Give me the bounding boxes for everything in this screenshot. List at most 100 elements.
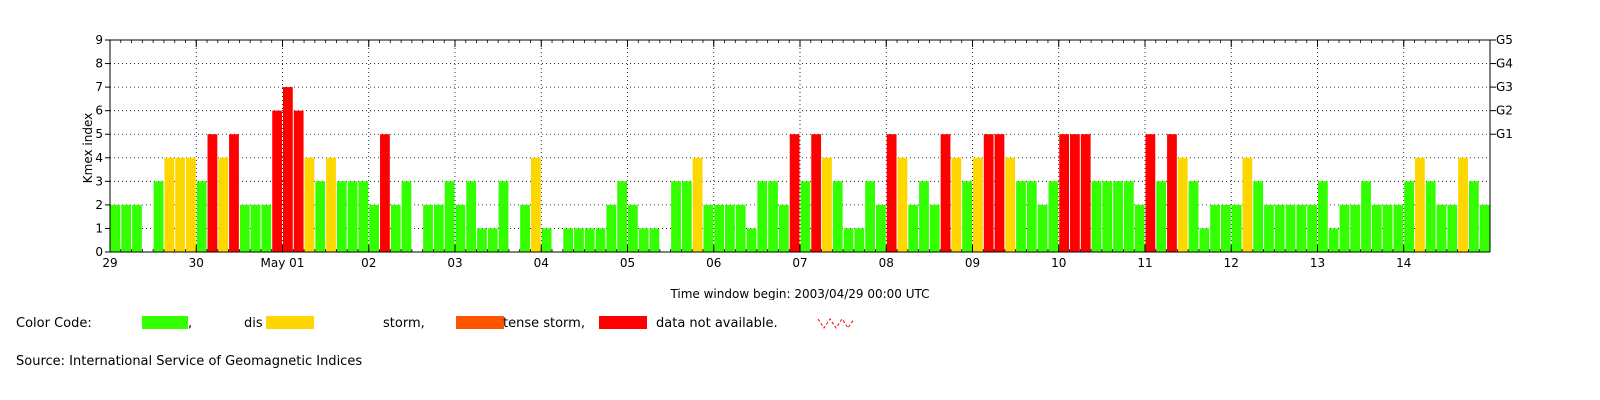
bar [1393,204,1404,252]
bar [595,228,606,252]
bar [1070,134,1080,252]
bar [1296,204,1307,252]
bar [433,204,444,252]
x-tick-label: 07 [792,256,807,270]
x-tick-label: 10 [1051,256,1066,270]
bar [229,134,239,252]
bar [1458,157,1468,252]
bar [444,181,455,252]
bar [304,157,315,252]
y-tick-label: 5 [95,127,103,141]
source-note: Source: International Service of Geomagn… [16,354,363,369]
y-tick-label: 1 [95,221,103,235]
x-tick-label: 06 [706,256,721,270]
bar [940,134,951,252]
g-scale-label: G2 [1496,104,1513,118]
y-axis-label: Kmex index [81,113,95,183]
bar [1371,204,1382,252]
bar [207,134,218,252]
bar [315,181,326,252]
bar [800,181,811,252]
x-tick-label: 14 [1396,256,1411,270]
bar [336,181,347,252]
bar [1005,157,1016,252]
bar [1382,204,1393,252]
bar [423,204,433,252]
legend-swatch-disturbed [266,316,314,329]
bar [1307,204,1317,252]
bar [617,181,627,252]
legend-text-not-available: data not available. [656,316,778,331]
bar [574,228,584,252]
bar [584,228,595,252]
bar [1156,181,1167,252]
bar [638,228,649,252]
bar [606,204,617,252]
bar [455,204,466,252]
bar [530,157,541,252]
bar [369,204,380,252]
bar [477,228,487,252]
bar [994,134,1005,252]
bar [843,228,854,252]
bar [919,181,929,252]
x-tick-label: 12 [1224,256,1239,270]
bar [293,110,304,253]
g-scale-label: G4 [1496,57,1513,71]
not-available-symbol-icon [817,318,855,329]
bar [1177,157,1188,252]
y-tick-label: 3 [95,174,103,188]
bar [358,181,369,252]
bar [1231,204,1242,252]
bar [1113,181,1123,252]
g-scale-label: G1 [1496,127,1513,141]
bar [121,204,132,252]
bar [1253,181,1264,252]
x-tick-label: 08 [879,256,894,270]
bar [283,87,293,252]
bar [628,204,638,252]
bar [466,181,477,252]
bar [1425,181,1436,252]
bar [498,181,509,252]
bar [746,228,757,252]
bar [951,157,962,252]
bar [1026,181,1037,252]
bar [1037,204,1048,252]
x-tick-label: 11 [1137,256,1152,270]
bar [520,204,530,252]
y-tick-label: 0 [95,245,103,259]
bar [1210,204,1220,252]
bar [768,181,778,252]
bar [401,181,412,252]
bar [703,204,714,252]
bar [735,204,746,252]
x-axis-label: Time window begin: 2003/04/29 00:00 UTC [669,287,929,300]
bar [250,204,261,252]
y-tick-label: 6 [95,104,103,118]
bar [185,157,196,252]
bar [1479,204,1490,252]
x-tick-label: 02 [361,256,376,270]
bar [347,181,358,252]
bar [1361,181,1371,252]
bar [1404,181,1415,252]
bar [1415,157,1425,252]
y-tick-label: 2 [95,198,103,212]
bar [1091,181,1102,252]
g-scale-label: G3 [1496,80,1513,94]
bar [854,228,865,252]
bar [1242,157,1253,252]
bar [875,204,886,252]
bar [1080,134,1091,252]
bar [487,228,498,252]
bar [1318,181,1328,252]
bar [1188,181,1199,252]
y-tick-label: 4 [95,151,103,165]
bar [390,204,401,252]
x-tick-label: May 01 [261,256,305,270]
bar [175,157,185,252]
y-tick-label: 8 [95,57,103,71]
x-tick-label: 03 [447,256,462,270]
